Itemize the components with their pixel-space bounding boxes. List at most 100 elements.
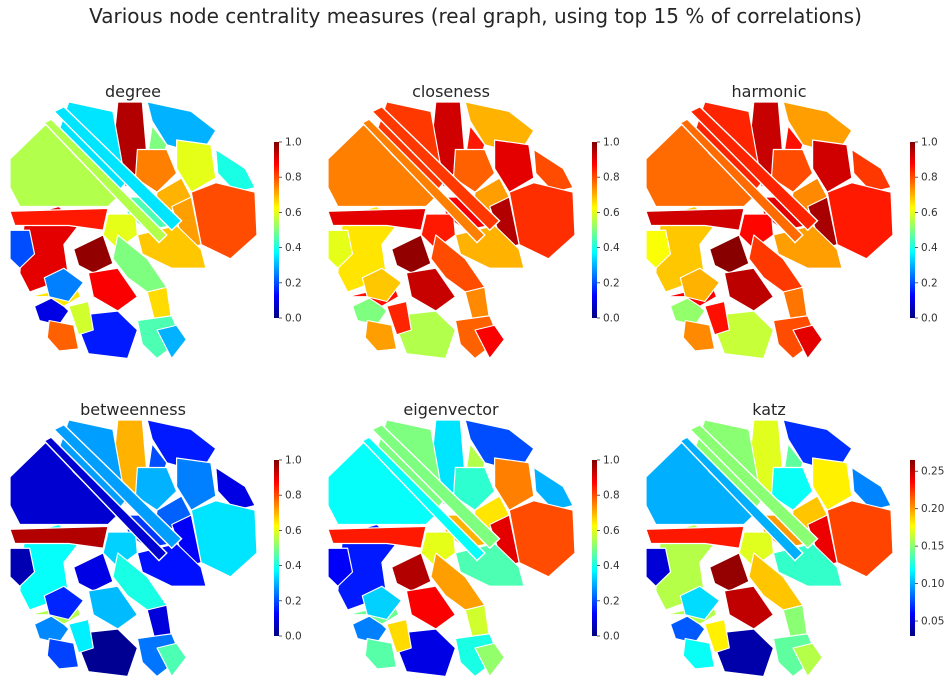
colorbar-tick-label: 0.8 xyxy=(603,172,620,184)
colorbar-tick-label: 0.05 xyxy=(921,616,944,628)
region-cell xyxy=(723,267,774,312)
brain-map xyxy=(9,419,258,678)
region-cell xyxy=(709,552,750,592)
region-cell xyxy=(327,525,427,549)
colorbar xyxy=(274,142,279,318)
colorbar-tick-label: 0.6 xyxy=(285,525,302,537)
region-cell xyxy=(679,267,721,303)
panel-title: degree xyxy=(105,82,161,101)
panel-title: betweenness xyxy=(80,400,186,419)
region-cell xyxy=(361,585,403,621)
region-cell xyxy=(405,585,456,630)
colorbar-tick-label: 1.0 xyxy=(285,137,302,149)
region-cell xyxy=(43,267,85,303)
region-cell xyxy=(9,547,36,587)
region-cell xyxy=(474,324,505,360)
colorbar-tick-label: 1.0 xyxy=(603,455,620,467)
region-cell xyxy=(364,319,398,352)
region-cell xyxy=(452,148,496,193)
region-cell xyxy=(9,229,36,269)
region-cell xyxy=(134,148,178,193)
region-cell xyxy=(723,585,774,630)
brain-map xyxy=(645,419,894,678)
region-cell xyxy=(156,642,187,678)
brain-map xyxy=(327,419,576,678)
region-cell xyxy=(494,457,535,511)
brain-map xyxy=(327,101,576,360)
colorbar-tick-label: 0.8 xyxy=(285,172,302,184)
colorbar-tick-label: 0.0 xyxy=(285,313,302,325)
region-strip xyxy=(361,436,486,562)
colorbar-tick-label: 0.4 xyxy=(603,560,620,572)
region-cell xyxy=(645,525,745,549)
region-cell xyxy=(391,552,432,592)
region-cell xyxy=(792,642,823,678)
colorbar-tick-label: 0.6 xyxy=(603,207,620,219)
region-cell xyxy=(386,300,412,336)
region-cell xyxy=(812,139,853,193)
brain-map xyxy=(645,101,894,360)
colorbar-tick-label: 0.15 xyxy=(921,541,944,553)
panel-title: closeness xyxy=(412,82,490,101)
region-cell xyxy=(709,234,750,274)
region-cell xyxy=(156,324,187,360)
panels-group: degree 0.0 0.2 0.4 0.6 0.8 1.0 closeness 0.0 0.20… xyxy=(9,82,944,678)
panel-title: eigenvector xyxy=(403,400,499,419)
region-cell xyxy=(134,466,178,511)
region-cell xyxy=(73,552,114,592)
region-cell xyxy=(682,637,716,670)
region-strip xyxy=(679,118,804,244)
colorbar-tick-label: 1.0 xyxy=(921,137,938,149)
region-cell xyxy=(327,547,354,587)
colorbar-tick-label: 0.0 xyxy=(921,313,938,325)
region-cell xyxy=(645,207,745,231)
region-cell xyxy=(645,229,672,269)
region-strip xyxy=(361,118,486,244)
region-strip xyxy=(370,105,501,232)
region-cell xyxy=(704,300,730,336)
region-cell xyxy=(190,182,258,260)
region-cell xyxy=(386,618,412,654)
region-cell xyxy=(792,324,823,360)
colorbar xyxy=(910,142,915,318)
colorbar-tick-label: 0.0 xyxy=(603,631,620,643)
region-cell xyxy=(770,466,814,511)
region-cell xyxy=(176,457,217,511)
region-strip xyxy=(688,105,819,232)
colorbar-tick-label: 0.8 xyxy=(921,172,938,184)
region-cell xyxy=(190,500,258,578)
colorbar-tick-label: 0.6 xyxy=(921,207,938,219)
region-cell xyxy=(826,182,894,260)
region-cell xyxy=(327,207,427,231)
region-cell xyxy=(770,148,814,193)
region-cell xyxy=(645,547,672,587)
region-cell xyxy=(361,267,403,303)
region-cell xyxy=(494,139,535,193)
region-cell xyxy=(46,637,80,670)
panel-eigenvector: eigenvector 0.0 0.2 0.4 0.6 0.8 1.0 xyxy=(327,400,620,678)
region-strip xyxy=(679,436,804,562)
colorbar xyxy=(592,142,597,318)
colorbar-tick-label: 0.0 xyxy=(603,313,620,325)
colorbar-tick-label: 0.4 xyxy=(285,242,302,254)
region-cell xyxy=(9,207,109,231)
region-cell xyxy=(176,139,217,193)
panel-title: katz xyxy=(752,400,785,419)
colorbar xyxy=(910,460,915,636)
region-cell xyxy=(43,585,85,621)
colorbar-tick-label: 0.2 xyxy=(603,277,620,289)
region-strip xyxy=(52,105,183,232)
brain-map xyxy=(9,101,258,360)
region-cell xyxy=(391,234,432,274)
colorbar-tick-label: 0.8 xyxy=(603,490,620,502)
region-cell xyxy=(452,466,496,511)
region-cell xyxy=(68,618,94,654)
region-cell xyxy=(364,637,398,670)
colorbar-tick-label: 0.6 xyxy=(285,207,302,219)
region-strip xyxy=(43,118,168,244)
colorbar-tick-label: 0.4 xyxy=(603,242,620,254)
region-cell xyxy=(46,319,80,352)
colorbar-tick-label: 0.20 xyxy=(921,503,944,515)
panel-title: harmonic xyxy=(732,82,807,101)
